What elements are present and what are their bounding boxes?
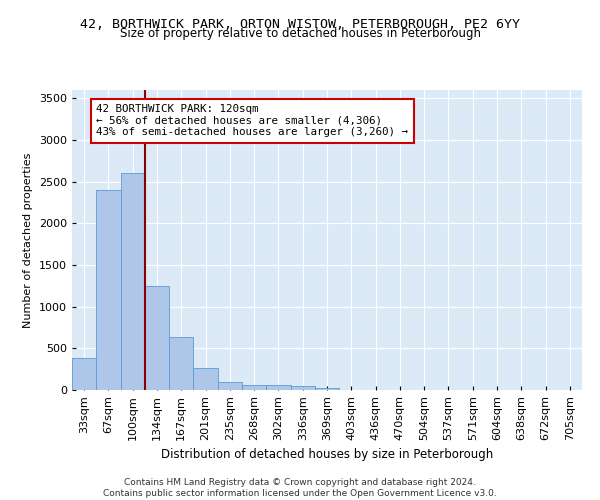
Text: 42 BORTHWICK PARK: 120sqm
← 56% of detached houses are smaller (4,306)
43% of se: 42 BORTHWICK PARK: 120sqm ← 56% of detac… [96,104,408,138]
Bar [121,174,145,390]
Bar [96,190,121,390]
Y-axis label: Number of detached properties: Number of detached properties [23,152,34,328]
Bar [266,386,290,390]
Bar [72,358,96,390]
Bar [315,388,339,390]
X-axis label: Distribution of detached houses by size in Peterborough: Distribution of detached houses by size … [161,448,493,461]
Text: 42, BORTHWICK PARK, ORTON WISTOW, PETERBOROUGH, PE2 6YY: 42, BORTHWICK PARK, ORTON WISTOW, PETERB… [80,18,520,30]
Text: Contains HM Land Registry data © Crown copyright and database right 2024.
Contai: Contains HM Land Registry data © Crown c… [103,478,497,498]
Bar [169,336,193,390]
Text: Size of property relative to detached houses in Peterborough: Size of property relative to detached ho… [119,28,481,40]
Bar [242,385,266,390]
Bar [193,368,218,390]
Bar [290,386,315,390]
Bar [218,382,242,390]
Bar [145,286,169,390]
